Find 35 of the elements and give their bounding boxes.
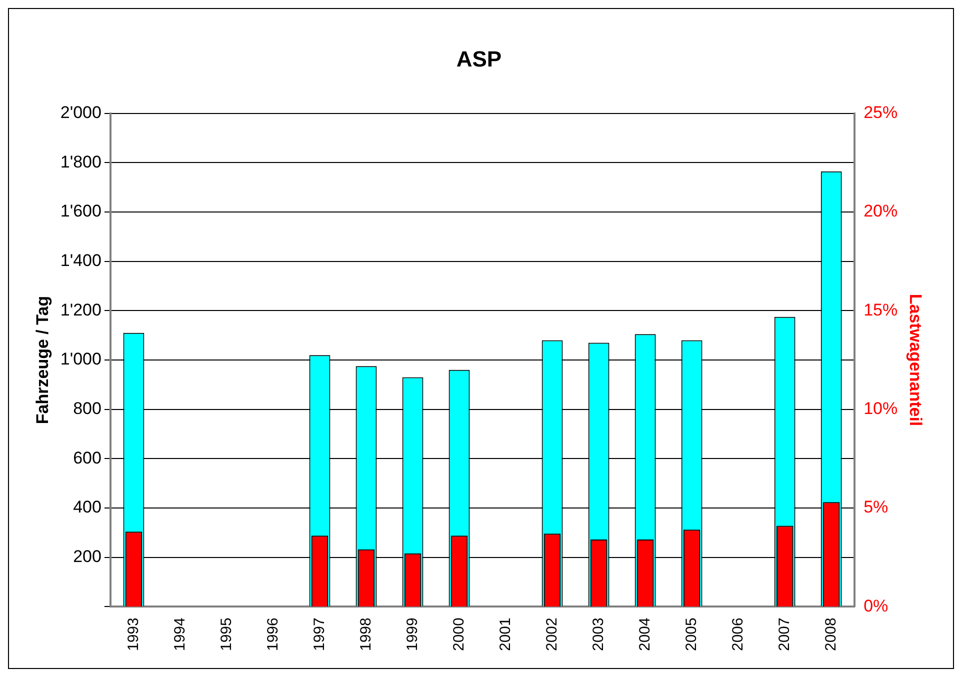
y2-tick-label: 25% (864, 103, 898, 122)
x-tick-label: 1999 (404, 618, 421, 652)
x-tick-label: 1994 (171, 618, 188, 652)
x-tick-label: 2000 (450, 618, 468, 652)
y-tick-label: 1'000 (60, 350, 102, 369)
x-tick-label: 2008 (822, 618, 840, 652)
y-axis-title: Fahrzeuge / Tag (32, 296, 52, 424)
chart-title: ASP (456, 46, 502, 72)
x-tick-label: 2004 (636, 618, 654, 652)
x-tick-label: 1995 (218, 618, 235, 652)
y2-tick-label: 20% (864, 202, 898, 221)
y-tick-label: 800 (73, 399, 102, 418)
x-tick-label: 2005 (682, 618, 700, 652)
y-tick-label: 1'800 (60, 152, 102, 172)
y-tick-label: 2'000 (60, 103, 102, 122)
x-tick-label: 1993 (124, 618, 142, 652)
y2-tick-label: 15% (864, 300, 898, 320)
x-tick-label: 2002 (543, 618, 560, 652)
y2-axis-title: Lastwagenanteil (906, 294, 926, 426)
x-tick-label: 2007 (776, 618, 793, 652)
y-tick-label: 600 (73, 448, 102, 468)
y-tick-label: 1'200 (60, 300, 102, 320)
y2-tick-label: 0% (864, 596, 888, 616)
y-tick-label: 1'400 (60, 251, 102, 270)
x-tick-label: 2001 (496, 618, 514, 652)
y-tick-label: 200 (73, 546, 102, 566)
y2-tick-label: 10% (864, 399, 898, 418)
y-tick-label: 1'600 (60, 202, 102, 221)
y-tick-label: 400 (73, 498, 102, 517)
y2-tick-label: 5% (864, 498, 888, 517)
x-tick-label: 1998 (357, 618, 374, 652)
x-tick-label: 1996 (264, 618, 282, 652)
x-tick-label: 2006 (729, 618, 746, 652)
x-tick-label: 1997 (310, 618, 328, 652)
x-tick-label: 2003 (590, 618, 607, 652)
